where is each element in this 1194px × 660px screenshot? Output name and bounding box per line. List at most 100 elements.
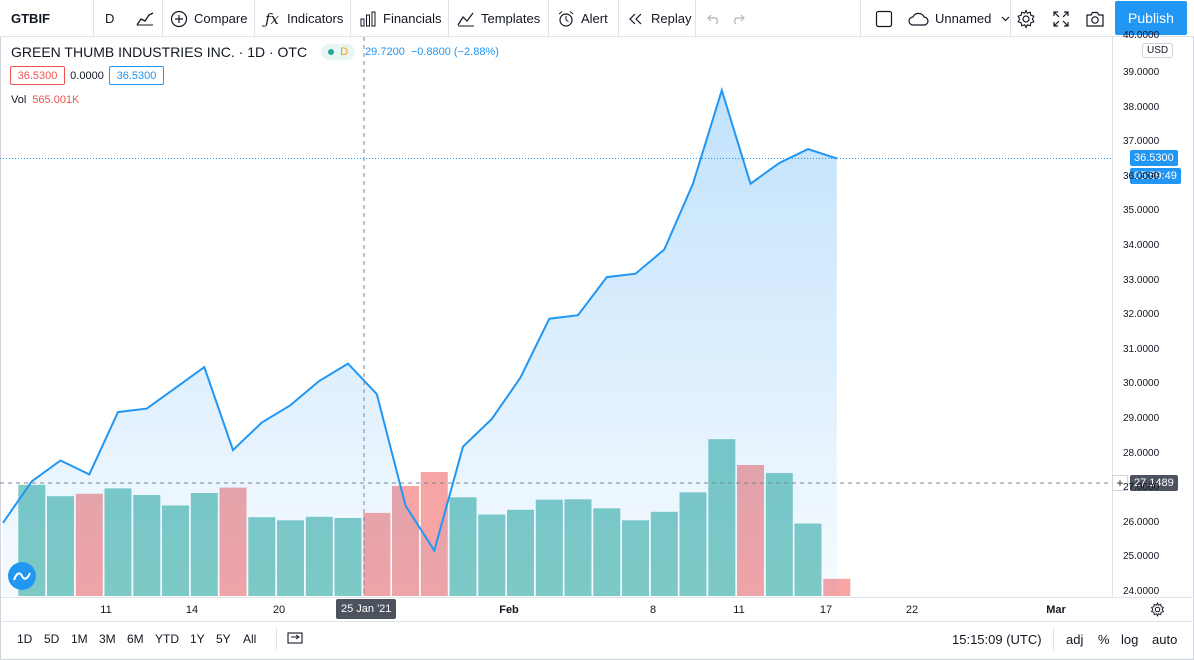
price-tick-label: 37.0000 [1123,136,1160,148]
rewind-icon [626,9,646,29]
percent-toggle[interactable]: % [1098,632,1110,647]
indicators-label: Indicators [287,11,344,26]
time-label: 14 [185,604,199,616]
price-tick-label: 26.0000 [1123,516,1160,528]
fullscreen-checkbox[interactable] [874,0,899,37]
undo-button[interactable] [704,0,729,37]
time-label: 11 [100,604,112,616]
toolbar-divider [1010,0,1011,37]
delay-badge: D [340,46,349,58]
bottom-divider [1053,628,1054,650]
indicators-button[interactable]: ƒx Indicators [262,0,343,37]
period-1y[interactable]: 1Y [190,632,205,646]
replay-label: Replay [651,11,692,26]
add-plus-icon[interactable]: + [1112,475,1128,492]
price-tick-label: 33.0000 [1123,274,1160,286]
symbol-search[interactable]: GTBIF [11,0,50,37]
chart-style-button[interactable] [135,0,160,37]
templates-button[interactable]: Templates [456,0,540,37]
price-tick-label: 35.0000 [1123,205,1160,217]
settings-button[interactable] [1016,0,1041,37]
auto-toggle[interactable]: auto [1152,632,1178,647]
templates-label: Templates [481,11,541,26]
spread-value: 0.0000 [70,69,104,82]
compare-label: Compare [194,11,248,26]
price-tick-label: 28.0000 [1123,447,1160,459]
financials-button[interactable]: Financials [358,0,442,37]
adj-toggle[interactable]: adj [1066,632,1084,647]
price-axis[interactable] [1112,37,1194,597]
time-label: Mar [1046,604,1066,616]
function-icon: ƒx [264,9,279,28]
gear-icon [1016,8,1036,29]
price-tick-label: 29.0000 [1123,413,1160,424]
fullscreen-button[interactable] [1051,0,1076,37]
date-range-icon[interactable] [287,631,303,651]
redo-icon [728,9,748,29]
price-tick-label: 40.0000 [1123,30,1160,41]
toolbar-divider [254,0,255,37]
price-area-fill [3,90,837,597]
period-1m[interactable]: 1M [71,632,88,646]
volume-label: Vol [11,94,27,106]
toolbar-divider [448,0,449,37]
period-5d[interactable]: 5D [44,632,60,646]
time-label: 8 [649,604,657,616]
toolbar-divider [93,0,94,37]
replay-button[interactable]: Replay [626,0,691,37]
time-label: 22 [905,604,919,616]
toolbar-divider [162,0,163,37]
market-open-dot-icon [328,49,335,55]
price-tick-label: 24.0000 [1123,586,1160,597]
volume-value: 565.001K [32,94,80,106]
period-1d[interactable]: 1D [17,632,33,646]
utc-clock[interactable]: 15:15:09 (UTC) [952,632,1042,647]
period-all[interactable]: All [243,632,257,646]
toolbar-divider [695,0,696,37]
period-3m[interactable]: 3M [99,632,116,646]
toolbar-divider [860,0,861,37]
time-label: 17 [819,604,833,616]
chart-legend: GREEN THUMB INDUSTRIES INC. · 1D · OTC D… [11,44,499,60]
log-toggle[interactable]: log [1121,632,1139,647]
time-label: Feb [499,604,519,616]
screenshot-button[interactable] [1085,0,1110,37]
alarm-clock-icon [556,9,576,29]
price-line [2,86,838,553]
interval-label: D [105,11,115,26]
ask-box[interactable]: 36.5300 [109,66,164,85]
layout-name: Unnamed [935,11,992,26]
period-6m[interactable]: 6M [127,632,144,646]
tradingview-logo-icon[interactable] [8,562,36,590]
plus-circle-icon [169,9,189,29]
compare-button[interactable]: Compare [169,0,247,37]
market-status-pill[interactable]: D [321,44,356,60]
crosshair-price-badge: 27.1489 [1130,475,1178,492]
period-5y[interactable]: 5Y [216,632,231,646]
bid-box[interactable]: 36.5300 [10,66,65,85]
price-chart[interactable] [0,37,1112,597]
price-tick-label: 39.0000 [1123,67,1160,78]
redo-button[interactable] [728,0,753,37]
camera-icon [1085,9,1105,29]
expand-icon [1051,9,1071,29]
alert-button[interactable]: Alert [556,0,608,37]
period-ytd[interactable]: YTD [155,632,179,646]
symbol-label: GTBIF [11,11,50,26]
publish-button[interactable]: Publish [1115,1,1187,35]
toolbar-divider [350,0,351,37]
currency-badge[interactable]: USD [1142,43,1174,58]
bottom-divider [276,628,277,650]
legend-price: 29.7200 [365,46,405,58]
interval-button[interactable]: D [105,0,114,37]
axis-settings-gear-icon[interactable] [1150,602,1165,622]
price-tick-label: 30.0000 [1123,378,1160,390]
time-axis[interactable] [0,597,1194,621]
templates-icon [456,9,476,29]
toolbar-divider [548,0,549,37]
price-tick-label: 38.0000 [1123,101,1160,113]
layout-menu[interactable]: Unnamed [906,0,1010,37]
top-toolbar: GTBIF D Compare ƒx Indicators Financials… [0,0,1194,37]
price-tick-label: 34.0000 [1123,240,1160,251]
cloud-icon [906,9,930,29]
